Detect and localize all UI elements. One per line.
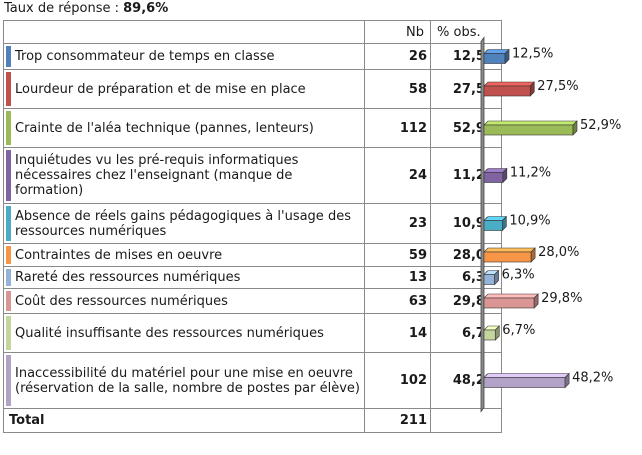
- row-count: 63: [364, 288, 431, 314]
- bar-top-face: [483, 373, 570, 378]
- table-row: Inquiétudes vu les pré-requis informatiq…: [3, 147, 502, 204]
- bar: [483, 172, 504, 183]
- row-label-text: Crainte de l'aléa technique (pannes, len…: [15, 120, 314, 136]
- row-label-text: Trop consommateur de temps en classe: [15, 49, 275, 64]
- row-color-swatch: [6, 316, 11, 350]
- bar: [483, 297, 535, 309]
- total-count: 211: [364, 408, 431, 433]
- row-label-text: Rareté des ressources numériques: [15, 270, 241, 285]
- row-label-text: Absence de réels gains pédagogiques à l'…: [15, 208, 351, 239]
- bar-side-face: [564, 372, 570, 389]
- header-pct: % obs.: [430, 20, 502, 44]
- row-label-text: Qualité insuffisante des ressources numé…: [15, 325, 324, 341]
- bar: [483, 53, 506, 64]
- bar-side-face: [530, 247, 536, 263]
- axis-wall: [480, 36, 485, 413]
- row-label: Absence de réels gains pédagogiques à l'…: [3, 203, 365, 244]
- bar-side-face: [502, 215, 507, 232]
- bar: [483, 251, 532, 263]
- row-count: 24: [364, 147, 431, 204]
- row-label-text: Inaccessibilité du matériel pour une mis…: [15, 365, 360, 396]
- bar: [483, 220, 503, 231]
- results-table-body: Nb % obs. Trop consommateur de temps en …: [3, 20, 502, 433]
- bar: [483, 377, 566, 388]
- bar-value-label: 52,9%: [580, 118, 621, 133]
- row-label-text: Coût des ressources numériques: [15, 293, 228, 309]
- table-header-row: Nb % obs.: [3, 20, 502, 44]
- row-count: 23: [364, 203, 431, 244]
- row-color-swatch: [6, 355, 11, 406]
- row-color-swatch: [6, 46, 11, 67]
- row-label: Coût des ressources numériques: [3, 288, 365, 314]
- response-rate-label: Taux de réponse :: [4, 1, 119, 16]
- row-color-swatch: [6, 72, 11, 106]
- row-percent: 10,9%: [430, 203, 502, 244]
- bar-side-face: [504, 48, 510, 65]
- row-label: Contraintes de mises en oeuvre: [3, 243, 365, 267]
- bar-side-face: [529, 81, 535, 97]
- bar-value-label: 12,5%: [512, 47, 553, 62]
- row-label-text: Contraintes de mises en oeuvre: [15, 247, 223, 263]
- bar-side-face: [494, 269, 499, 286]
- bar: [483, 124, 574, 136]
- bar-value-label: 29,8%: [541, 291, 582, 306]
- bar-value-label: 28,0%: [538, 245, 579, 260]
- bar: [483, 329, 496, 341]
- bar-top-face: [483, 247, 536, 253]
- table-total-row: Total 211: [3, 408, 502, 433]
- row-count: 112: [364, 108, 431, 148]
- total-pct-empty: [430, 408, 502, 433]
- row-label-text: Inquiétudes vu les pré-requis informatiq…: [15, 153, 299, 198]
- bar-value-label: 27,5%: [537, 79, 578, 94]
- row-label-text: Lourdeur de préparation et de mise en pl…: [15, 81, 306, 97]
- row-label: Rareté des ressources numériques: [3, 266, 365, 289]
- table-row: Coût des ressources numériques 63 29,8%: [3, 288, 502, 314]
- bar-side-face: [494, 325, 500, 341]
- row-count: 102: [364, 352, 431, 409]
- row-color-swatch: [6, 206, 11, 241]
- table-row: Absence de réels gains pédagogiques à l'…: [3, 203, 502, 244]
- total-label: Total: [3, 408, 365, 433]
- row-count: 26: [364, 43, 431, 70]
- row-label: Trop consommateur de temps en classe: [3, 43, 365, 70]
- bar-side-face: [572, 120, 578, 136]
- bar-value-label: 11,2%: [510, 166, 551, 181]
- bar-top-face: [483, 81, 535, 87]
- response-rate-value: 89,6%: [123, 1, 169, 16]
- bar-value-label: 10,9%: [509, 214, 550, 229]
- bar-value-label: 6,3%: [502, 268, 535, 283]
- response-rate: Taux de réponse : 89,6%: [4, 1, 168, 16]
- chart-plot: 12,5% 27,5% 52,9% 11,2% 10,9% 28,0%6,3% 29,8% 6…: [480, 36, 621, 413]
- row-label: Inquiétudes vu les pré-requis informatiq…: [3, 147, 365, 204]
- bar: [483, 274, 495, 285]
- bar-side-face: [533, 293, 539, 309]
- row-color-swatch: [6, 291, 11, 311]
- row-color-swatch: [6, 111, 11, 145]
- row-label: Crainte de l'aléa technique (pannes, len…: [3, 108, 365, 148]
- bar-side-face: [502, 167, 508, 184]
- bar-value-label: 48,2%: [572, 371, 613, 386]
- row-color-swatch: [6, 269, 11, 286]
- results-table: Nb % obs. Trop consommateur de temps en …: [3, 20, 502, 433]
- bar-top-face: [483, 293, 539, 299]
- bar-value-label: 6,7%: [502, 323, 535, 338]
- row-color-swatch: [6, 150, 11, 201]
- table-row: Qualité insuffisante des ressources numé…: [3, 313, 502, 353]
- bar: [483, 85, 531, 97]
- bar-top-face: [483, 120, 578, 126]
- row-color-swatch: [6, 246, 11, 264]
